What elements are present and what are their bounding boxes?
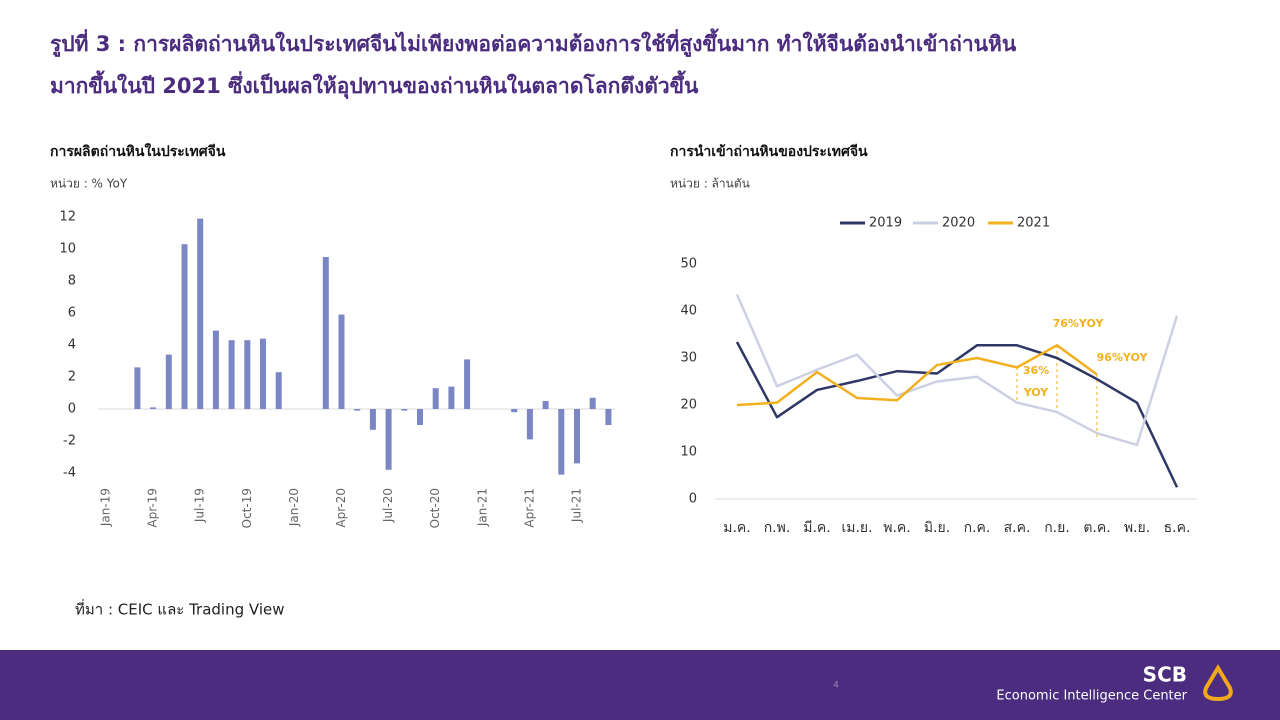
x-tick-label: มิ.ย. [924,520,950,536]
bar [432,388,439,409]
chart-unit: หน่วย : % YoY [50,177,128,191]
x-tick-label: Apr-19 [146,488,160,528]
x-tick-label: Oct-19 [240,488,254,528]
x-tick-label: Apr-21 [522,488,536,528]
y-tick-label: 20 [680,398,697,413]
bar [369,409,376,430]
x-tick-label: Apr-20 [334,488,348,528]
bar [212,330,219,409]
bar [464,359,471,409]
bar [385,409,392,470]
bar [197,218,204,409]
chart-title: การผลิตถ่านหินในประเทศจีน [50,142,226,160]
y-tick-label: 8 [68,274,76,289]
bar [526,409,533,440]
legend-label: 2019 [869,216,902,231]
x-tick-label: พ.ย. [1124,520,1150,536]
line-series [735,341,1179,488]
annotation: YOY [1023,386,1050,399]
annotation-leaders [1016,345,1098,438]
footer-brand: SCB [1143,663,1187,687]
y-tick-label: 10 [680,445,697,460]
x-tick-label: ต.ค. [1083,520,1110,536]
bar [542,401,549,409]
y-tick-label: 50 [680,257,697,272]
bar [275,372,282,409]
legend-label: 2021 [1017,216,1050,231]
x-tick-label: Oct-20 [428,488,442,528]
bar [150,407,157,409]
y-tick-label: 6 [68,306,76,321]
x-tick-label: Jan-21 [475,488,489,527]
x-tick-label: เม.ย. [841,520,872,536]
x-tick-label: ส.ค. [1004,520,1031,536]
chart-title: การนำเข้าถ่านหินของประเทศจีน [670,144,868,160]
x-tick-label: Jul-21 [570,488,584,523]
y-tick-label: 0 [68,402,76,417]
bar [165,354,172,409]
y-tick-label: 12 [59,210,76,225]
x-tick-label: ม.ค. [723,520,751,536]
bar [401,409,408,411]
bar [574,409,580,464]
x-tick-label: ธ.ค. [1164,520,1191,536]
line-series [736,344,1098,407]
chart-unit: หน่วย : ล้านตัน [670,177,750,191]
annotation: 76%YOY [1053,317,1105,330]
y-tick-label: -4 [63,466,76,481]
footer-band [0,650,1280,720]
bar [181,244,188,409]
slide-title-line: มากขึ้นในปี 2021 ซึ่งเป็นผลให้อุปทานของถ… [50,70,699,100]
y-tick-label: 10 [59,242,76,257]
x-tick-label: ก.ค. [964,520,991,536]
x-tick-label: Jul-19 [193,488,207,523]
bar [605,409,612,425]
bar [589,397,596,409]
bar [417,409,423,425]
x-tick-label: Jan-20 [287,488,301,527]
bar [448,386,455,409]
x-tick-label: Jul-20 [381,488,395,523]
bar [244,340,251,409]
y-tick-label: 30 [680,351,697,366]
bar [228,340,235,409]
y-tick-label: 2 [68,370,76,385]
x-tick-label: มี.ค. [803,520,831,536]
page-number: 4 [833,681,839,691]
legend-label: 2020 [942,216,975,231]
y-tick-label: 4 [68,338,76,353]
annotation: 96%YOY [1097,351,1149,364]
annotation: 36% [1023,364,1049,377]
footer-unit: Economic Intelligence Center [996,689,1187,704]
x-tick-label: พ.ค. [883,520,911,536]
bar [322,257,329,409]
x-tick-label: ก.ย. [1044,520,1070,536]
slide-title-line: รูปที่ 3 : การผลิตถ่านหินในประเทศจีนไม่เ… [50,28,1017,58]
y-tick-label: -2 [63,434,76,449]
bar [511,409,518,413]
bar [558,409,565,475]
bar [338,314,345,409]
bar [354,409,361,411]
logo [1203,664,1233,702]
bar [260,338,266,409]
source: ที่มา : CEIC และ Trading View [75,599,285,619]
x-tick-label: ก.พ. [764,520,791,536]
x-tick-label: Jan-19 [99,488,113,527]
line-series [735,294,1179,447]
bar [134,367,141,409]
y-tick-label: 0 [689,492,697,507]
y-tick-label: 40 [680,304,697,319]
